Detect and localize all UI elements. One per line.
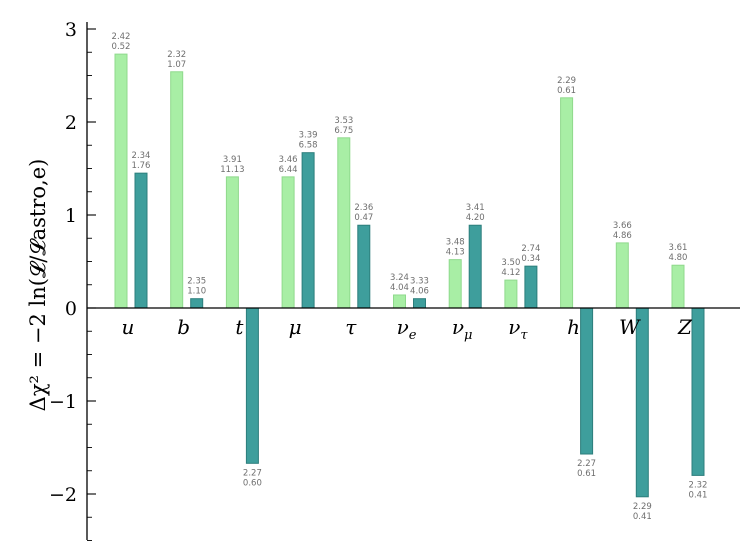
category-label-1: b bbox=[177, 315, 190, 339]
bar-series2-6 bbox=[468, 224, 482, 309]
category-label-10: Z bbox=[677, 315, 693, 339]
bar-annotation-series1-8-bottom: 0.61 bbox=[557, 86, 576, 96]
bar-annotation-series2-8-bottom: 0.61 bbox=[577, 469, 596, 479]
bar-series2-4 bbox=[357, 224, 371, 309]
bar-annotation-series1-8-top: 2.29 bbox=[557, 76, 576, 86]
bar-annotation-series1-10-top: 3.61 bbox=[669, 243, 688, 253]
bar-series1-7 bbox=[504, 279, 518, 309]
bar-annotation-series1-3-top: 3.46 bbox=[279, 155, 298, 165]
category-labels-layer: u b t μ τ νe νμ ντ h W Z bbox=[122, 315, 693, 343]
bar-annotation-series1-0-top: 2.42 bbox=[112, 32, 131, 42]
bar-annotation-series2-10-bottom: 0.41 bbox=[689, 490, 708, 500]
annotations-layer: 2.420.522.321.073.9111.133.466.443.536.7… bbox=[112, 32, 708, 522]
bar-annotation-series1-9-top: 3.66 bbox=[613, 221, 632, 231]
bar-series1-2 bbox=[225, 176, 239, 309]
bars-layer bbox=[114, 53, 705, 498]
bar-annotation-series1-2-top: 3.91 bbox=[223, 155, 242, 165]
bar-annotation-series2-5-top: 3.33 bbox=[410, 277, 429, 287]
bar-annotation-series2-7-top: 2.74 bbox=[521, 244, 540, 254]
y-tick-label-3: 1 bbox=[65, 205, 77, 227]
bar-annotation-series2-2-top: 2.27 bbox=[243, 468, 262, 478]
bar-annotation-series2-1-top: 2.35 bbox=[187, 277, 206, 287]
bar-annotation-series2-6-bottom: 4.20 bbox=[466, 213, 485, 223]
bar-series2-2 bbox=[245, 307, 259, 464]
bar-annotation-series2-8-top: 2.27 bbox=[577, 459, 596, 469]
bar-series1-1 bbox=[170, 71, 184, 309]
bar-annotation-series2-2-bottom: 0.60 bbox=[243, 478, 262, 488]
bar-annotation-series1-0-bottom: 0.52 bbox=[112, 42, 131, 52]
bar-annotation-series1-7-top: 3.50 bbox=[501, 258, 520, 268]
bar-annotation-series2-4-top: 2.36 bbox=[354, 203, 373, 213]
bar-annotation-series1-5-top: 3.24 bbox=[390, 273, 409, 283]
bar-series1-10 bbox=[671, 264, 685, 309]
bar-annotation-series2-6-top: 3.41 bbox=[466, 203, 485, 213]
bar-annotation-series1-9-bottom: 4.86 bbox=[613, 231, 632, 241]
bar-annotation-series2-5-bottom: 4.06 bbox=[410, 287, 429, 297]
bar-annotation-series1-6-top: 3.48 bbox=[446, 238, 465, 248]
bar-annotation-series2-1-bottom: 1.10 bbox=[187, 287, 206, 297]
bar-series1-9 bbox=[615, 242, 629, 309]
category-label-6: νμ bbox=[452, 315, 473, 343]
axes-layer: −2 −1 0 1 2 3 bbox=[49, 19, 740, 541]
bar-series1-3 bbox=[281, 176, 295, 309]
y-tick-label-5: 3 bbox=[65, 19, 77, 41]
y-tick-label-1: −1 bbox=[49, 391, 77, 413]
bar-series1-8 bbox=[560, 97, 574, 309]
bar-series2-3 bbox=[301, 152, 315, 309]
bar-annotation-series1-2-bottom: 11.13 bbox=[220, 165, 244, 175]
bar-series1-4 bbox=[337, 137, 351, 309]
bar-annotation-series1-3-bottom: 6.44 bbox=[279, 165, 298, 175]
y-tick-label-4: 2 bbox=[65, 112, 77, 134]
bar-series2-7 bbox=[524, 265, 538, 309]
category-label-4: τ bbox=[345, 315, 357, 339]
bar-series1-0 bbox=[114, 53, 128, 309]
bar-annotation-series1-10-bottom: 4.80 bbox=[669, 253, 688, 263]
category-label-7: ντ bbox=[508, 315, 528, 343]
bar-annotation-series2-3-bottom: 6.58 bbox=[299, 141, 318, 151]
bar-annotation-series2-9-top: 2.29 bbox=[633, 502, 652, 512]
bar-annotation-series2-3-top: 3.39 bbox=[299, 131, 318, 141]
y-axis-label: Δχ² = −2 ln(𝓛/𝓛astro,e) bbox=[26, 159, 50, 412]
bar-annotation-series2-4-bottom: 0.47 bbox=[354, 213, 373, 223]
bar-series2-10 bbox=[691, 307, 705, 476]
category-label-5: νe bbox=[397, 315, 417, 343]
bar-annotation-series2-7-bottom: 0.34 bbox=[521, 254, 540, 264]
bar-annotation-series2-9-bottom: 0.41 bbox=[633, 512, 652, 522]
category-label-9: W bbox=[619, 315, 641, 339]
category-label-2: t bbox=[235, 315, 244, 339]
bar-series2-5 bbox=[413, 298, 426, 309]
y-tick-label-0: −2 bbox=[49, 484, 77, 506]
category-label-0: u bbox=[122, 315, 135, 339]
y-tick-label-2: 0 bbox=[65, 298, 77, 320]
category-label-8: h bbox=[567, 315, 580, 339]
bar-series1-5 bbox=[393, 294, 406, 309]
bar-annotation-series2-0-top: 2.34 bbox=[132, 151, 151, 161]
bar-annotation-series1-4-bottom: 6.75 bbox=[334, 126, 353, 136]
bar-series2-8 bbox=[580, 307, 594, 455]
bar-annotation-series1-6-bottom: 4.13 bbox=[446, 248, 465, 258]
bar-series1-6 bbox=[448, 259, 462, 309]
bar-series2-1 bbox=[190, 298, 204, 309]
bar-annotation-series1-5-bottom: 4.04 bbox=[390, 283, 409, 293]
bar-annotation-series1-1-bottom: 1.07 bbox=[167, 60, 186, 70]
bar-series2-0 bbox=[134, 172, 148, 309]
bar-annotation-series1-1-top: 2.32 bbox=[167, 50, 186, 60]
bar-annotation-series2-0-bottom: 1.76 bbox=[132, 161, 151, 171]
category-label-3: μ bbox=[289, 315, 302, 339]
bar-annotation-series2-10-top: 2.32 bbox=[689, 480, 708, 490]
bar-annotation-series1-4-top: 3.53 bbox=[334, 116, 353, 126]
bar-annotation-series1-7-bottom: 4.12 bbox=[501, 268, 520, 278]
